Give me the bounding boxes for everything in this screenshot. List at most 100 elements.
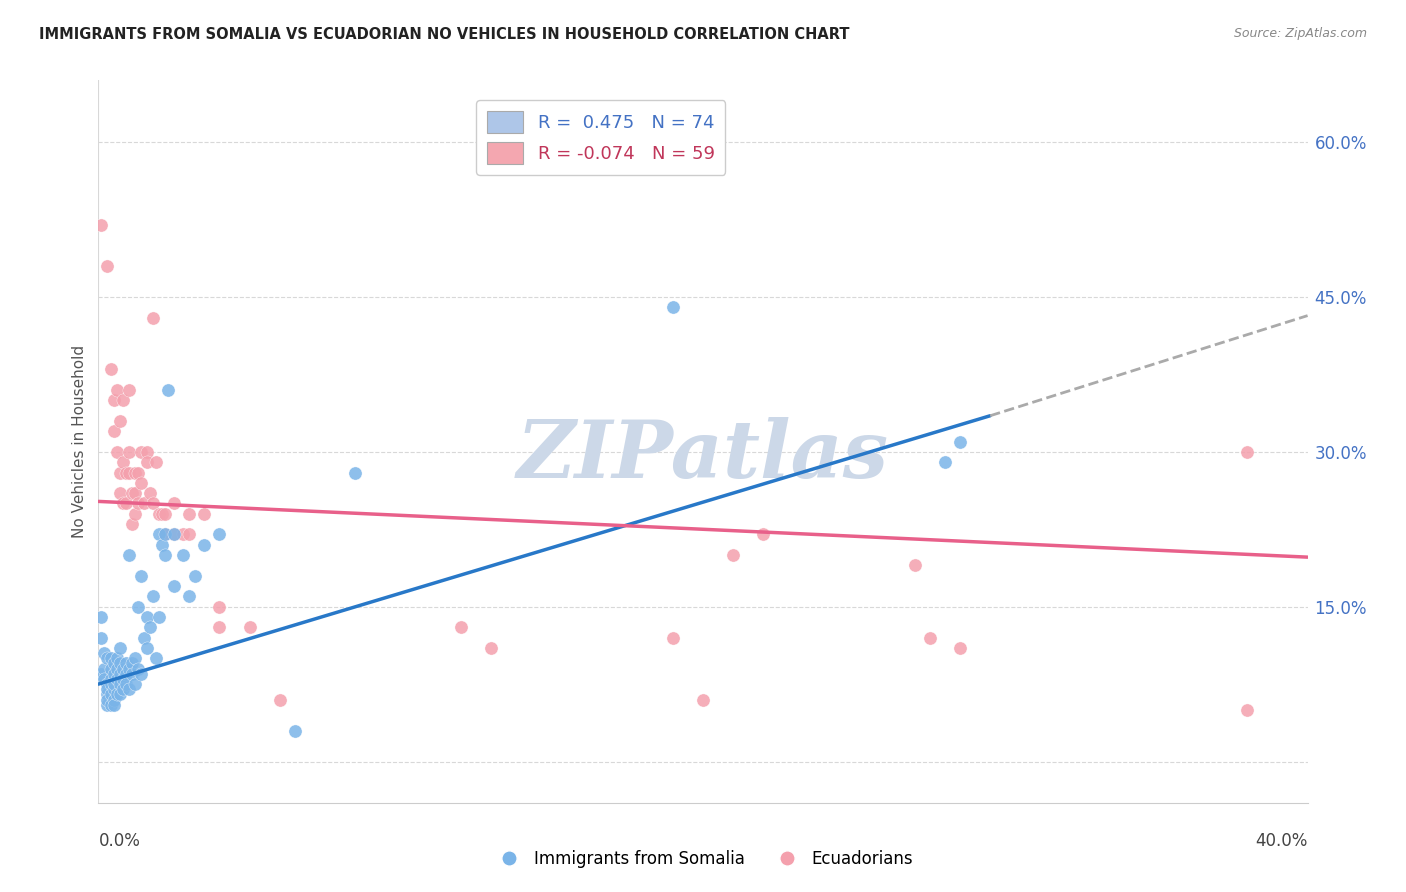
Point xyxy=(96,687,118,701)
Point xyxy=(142,496,165,510)
Point xyxy=(100,687,122,701)
Point xyxy=(139,486,162,500)
Point xyxy=(103,424,125,438)
Point xyxy=(661,631,683,645)
Point xyxy=(156,383,179,397)
Point xyxy=(124,486,146,500)
Point xyxy=(132,631,155,645)
Point xyxy=(105,687,128,701)
Point xyxy=(108,414,131,428)
Point xyxy=(208,620,231,634)
Point xyxy=(103,677,125,691)
Point xyxy=(90,631,112,645)
Point xyxy=(108,640,131,655)
Point xyxy=(172,548,194,562)
Point xyxy=(129,666,152,681)
Point xyxy=(661,301,683,315)
Point xyxy=(150,507,173,521)
Point xyxy=(150,538,173,552)
Point xyxy=(93,662,115,676)
Point xyxy=(103,692,125,706)
Point xyxy=(723,548,745,562)
Point xyxy=(1236,703,1258,717)
Point xyxy=(127,496,149,510)
Point xyxy=(90,666,112,681)
Point xyxy=(100,662,122,676)
Text: IMMIGRANTS FROM SOMALIA VS ECUADORIAN NO VEHICLES IN HOUSEHOLD CORRELATION CHART: IMMIGRANTS FROM SOMALIA VS ECUADORIAN NO… xyxy=(39,27,849,42)
Point xyxy=(114,657,136,671)
Point xyxy=(284,723,307,738)
Legend: R =  0.475   N = 74, R = -0.074   N = 59: R = 0.475 N = 74, R = -0.074 N = 59 xyxy=(477,100,725,175)
Point xyxy=(111,682,134,697)
Point xyxy=(121,657,143,671)
Point xyxy=(135,640,157,655)
Point xyxy=(163,527,186,541)
Point xyxy=(481,640,503,655)
Point xyxy=(127,466,149,480)
Point xyxy=(1236,445,1258,459)
Point xyxy=(450,620,472,634)
Text: ZIPatlas: ZIPatlas xyxy=(517,417,889,495)
Point xyxy=(100,677,122,691)
Point xyxy=(179,507,201,521)
Point xyxy=(118,466,141,480)
Point xyxy=(129,475,152,490)
Text: 0.0%: 0.0% xyxy=(98,831,141,850)
Text: 40.0%: 40.0% xyxy=(1256,831,1308,850)
Point xyxy=(96,259,118,273)
Point xyxy=(108,687,131,701)
Point xyxy=(103,698,125,712)
Point xyxy=(148,507,170,521)
Point xyxy=(129,568,152,582)
Point xyxy=(208,527,231,541)
Point xyxy=(124,507,146,521)
Point xyxy=(96,651,118,665)
Point xyxy=(208,599,231,614)
Point xyxy=(127,599,149,614)
Point xyxy=(127,662,149,676)
Point xyxy=(918,631,941,645)
Point xyxy=(114,496,136,510)
Point xyxy=(108,657,131,671)
Point xyxy=(118,445,141,459)
Point xyxy=(153,527,176,541)
Point xyxy=(163,579,186,593)
Point xyxy=(118,383,141,397)
Point xyxy=(124,651,146,665)
Point xyxy=(100,362,122,376)
Point xyxy=(121,486,143,500)
Point xyxy=(111,455,134,469)
Point xyxy=(108,466,131,480)
Point xyxy=(193,507,215,521)
Point xyxy=(96,677,118,691)
Point xyxy=(172,527,194,541)
Point xyxy=(184,568,207,582)
Point xyxy=(142,590,165,604)
Point xyxy=(179,527,201,541)
Point xyxy=(114,466,136,480)
Point xyxy=(949,434,972,449)
Point xyxy=(124,677,146,691)
Point xyxy=(118,682,141,697)
Point xyxy=(269,692,291,706)
Point xyxy=(114,666,136,681)
Point xyxy=(118,662,141,676)
Point xyxy=(179,590,201,604)
Point xyxy=(135,610,157,624)
Point xyxy=(105,445,128,459)
Point xyxy=(145,455,167,469)
Point xyxy=(93,672,115,686)
Point xyxy=(103,657,125,671)
Point xyxy=(96,698,118,712)
Point xyxy=(148,610,170,624)
Point xyxy=(121,517,143,532)
Point xyxy=(132,496,155,510)
Point xyxy=(100,698,122,712)
Point xyxy=(90,610,112,624)
Legend: Immigrants from Somalia, Ecuadorians: Immigrants from Somalia, Ecuadorians xyxy=(486,844,920,875)
Point xyxy=(105,383,128,397)
Point xyxy=(142,310,165,325)
Point xyxy=(111,496,134,510)
Point xyxy=(118,548,141,562)
Point xyxy=(135,445,157,459)
